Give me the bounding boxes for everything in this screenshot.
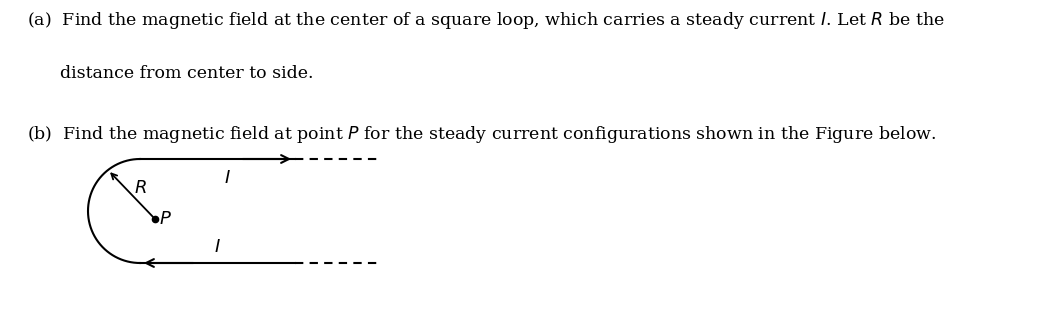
Text: (a)  Find the magnetic field at the center of a square loop, which carries a ste: (a) Find the magnetic field at the cente… xyxy=(27,10,945,31)
Text: (b)  Find the magnetic field at point $P$ for the steady current configurations : (b) Find the magnetic field at point $P$… xyxy=(27,124,936,145)
Text: distance from center to side.: distance from center to side. xyxy=(27,65,313,82)
Text: $I$: $I$ xyxy=(224,169,230,187)
Text: $R$: $R$ xyxy=(135,179,147,197)
Text: $I$: $I$ xyxy=(214,238,221,256)
Text: $P$: $P$ xyxy=(159,210,172,228)
